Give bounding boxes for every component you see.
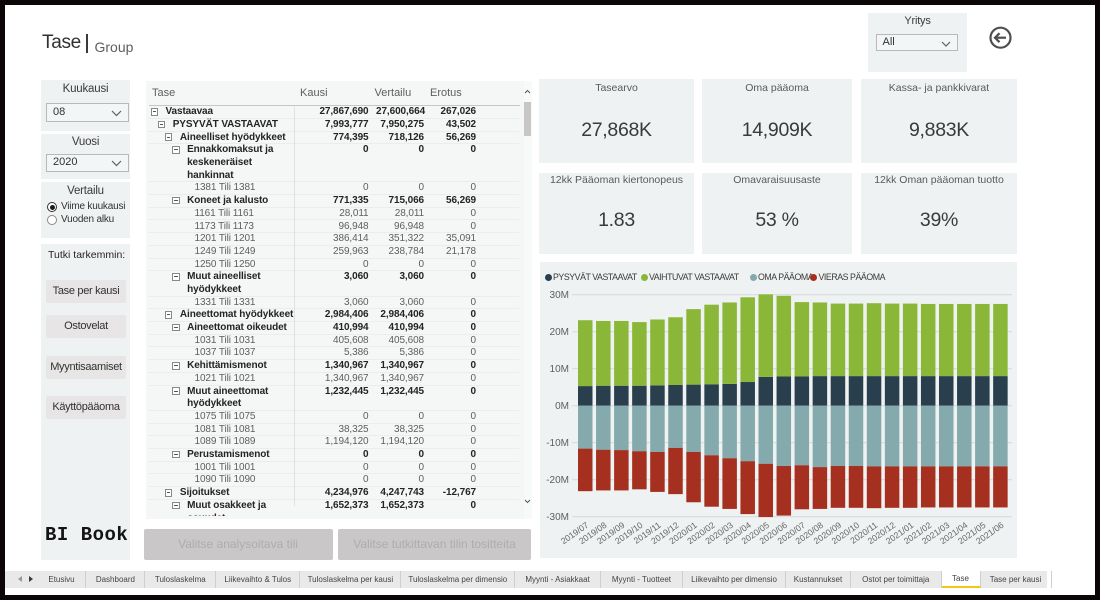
- svg-text:10M: 10M: [550, 364, 569, 375]
- svg-text:-20M: -20M: [546, 475, 569, 486]
- svg-text:0M: 0M: [555, 401, 569, 412]
- svg-text:-10M: -10M: [546, 438, 569, 449]
- svg-text:-30M: -30M: [546, 512, 569, 523]
- svg-text:20M: 20M: [550, 327, 569, 338]
- svg-text:30M: 30M: [550, 290, 569, 301]
